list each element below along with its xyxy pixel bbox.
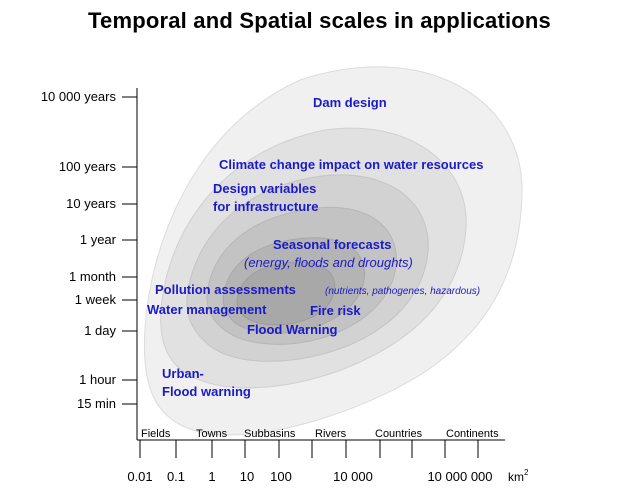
app-label-dam-design: Dam design	[313, 95, 387, 110]
app-label-pollution-detail: (nutrients, pathogenes, hazardous)	[325, 286, 480, 297]
x-category-label: Continents	[446, 428, 499, 440]
y-tick-label: 100 years	[59, 159, 117, 174]
x-tick-label: 0.1	[167, 469, 185, 484]
x-tick-label: 10	[240, 469, 254, 484]
app-label-climate-change: Climate change impact on water resources	[219, 157, 483, 172]
y-tick-label: 1 year	[80, 232, 117, 247]
x-category-label: Towns	[196, 428, 228, 440]
x-tick-label: 1	[208, 469, 215, 484]
y-tick-label: 1 day	[84, 323, 116, 338]
app-label-seasonal-detail: (energy, floods and droughts)	[244, 255, 413, 270]
app-label-flood-warning: Flood Warning	[247, 322, 338, 337]
zone-inner	[236, 261, 336, 326]
app-label-fire-risk: Fire risk	[310, 303, 361, 318]
x-tick-label: 100	[270, 469, 292, 484]
x-tick-label: 10 000	[333, 469, 373, 484]
app-label-water-management: Water management	[147, 302, 267, 317]
x-category-label: Subbasins	[244, 428, 296, 440]
y-tick-label: 10 years	[66, 196, 116, 211]
y-tick-label: 1 week	[75, 292, 117, 307]
app-label-pollution: Pollution assessments	[155, 282, 296, 297]
x-tick-label: 0.01	[127, 469, 152, 484]
application-labels: Dam design Climate change impact on wate…	[147, 95, 483, 399]
x-categories: Fields Towns Subbasins Rivers Countries …	[141, 428, 499, 440]
axes	[136, 88, 505, 441]
scale-zones	[144, 66, 523, 436]
app-label-design-variables: Design variables	[213, 181, 316, 196]
x-category-label: Fields	[141, 428, 171, 440]
y-tick-label: 1 hour	[79, 372, 117, 387]
x-category-label: Rivers	[315, 428, 347, 440]
y-tick-label: 1 month	[69, 269, 116, 284]
page-title: Temporal and Spatial scales in applicati…	[88, 8, 551, 33]
y-tick-label: 10 000 years	[41, 89, 117, 104]
app-label-seasonal-forecasts: Seasonal forecasts	[273, 237, 392, 252]
app-label-urban-flood-warning: Flood warning	[162, 384, 251, 399]
x-ticks: 0.01 0.1 1 10 100 10 000 10 000 000 km2	[127, 440, 529, 484]
x-axis-unit: km2	[508, 468, 529, 484]
y-tick-label: 15 min	[77, 396, 116, 411]
app-label-design-variables-2: for infrastructure	[213, 199, 318, 214]
app-label-urban: Urban-	[162, 366, 204, 381]
x-tick-label: 10 000 000	[427, 469, 492, 484]
x-category-label: Countries	[375, 428, 423, 440]
y-ticks: 10 000 years 100 years 10 years 1 year 1…	[41, 89, 137, 411]
